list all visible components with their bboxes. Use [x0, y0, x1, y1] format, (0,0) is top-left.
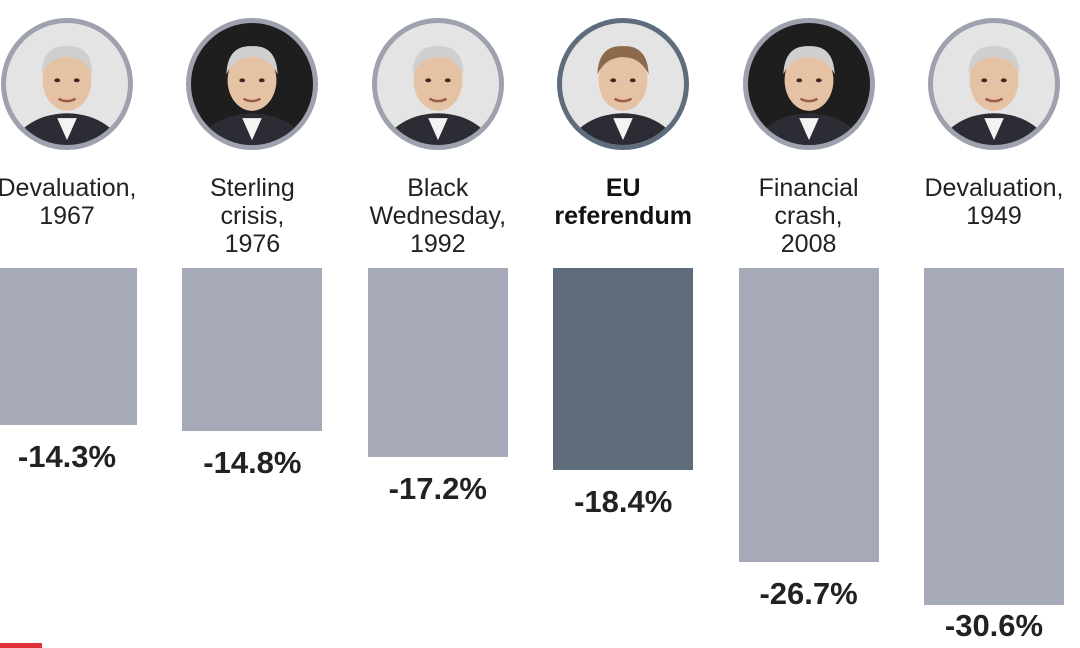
portrait-photo-icon — [1, 18, 133, 150]
value-label: -14.8% — [203, 444, 302, 480]
category-label: Devaluation, 1949 — [924, 174, 1064, 230]
value-label: -17.2% — [388, 471, 487, 507]
category-label: Black Wednesday, 1992 — [369, 174, 507, 258]
value-label: -30.6% — [944, 608, 1044, 643]
value-label: -14.3% — [17, 439, 117, 475]
value-label: -18.4% — [574, 484, 673, 520]
portrait-photo-icon — [371, 18, 504, 150]
value-label: -26.7% — [759, 575, 858, 611]
bar — [0, 268, 137, 426]
category-label: Financial crash, 2008 — [758, 174, 859, 258]
bar — [182, 268, 323, 431]
bar — [553, 268, 694, 471]
portrait-photo-icon — [557, 18, 690, 150]
category-label: Devaluation, 1967 — [0, 174, 137, 230]
bar — [367, 268, 508, 458]
bar — [738, 268, 879, 562]
category-label: EU referendum — [554, 174, 692, 230]
portrait-photo-icon — [742, 18, 875, 150]
category-label: Sterling crisis, 1976 — [210, 174, 295, 258]
bar — [924, 268, 1064, 605]
portrait-photo-icon — [928, 18, 1060, 150]
accent-mark — [0, 643, 42, 648]
portrait-photo-icon — [186, 18, 319, 150]
